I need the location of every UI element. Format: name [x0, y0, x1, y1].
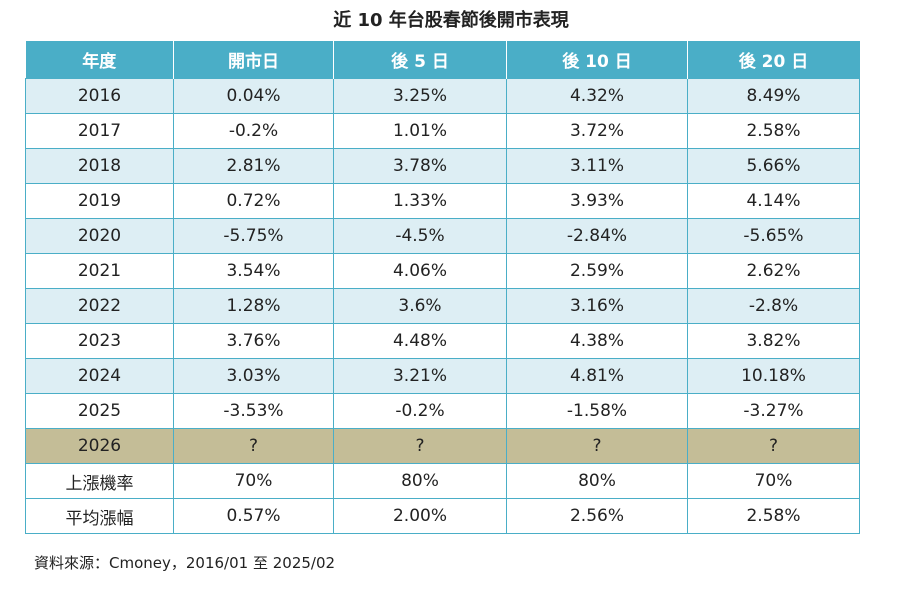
cell-year: 2017: [25, 113, 174, 149]
table-row: 2026????: [25, 428, 860, 464]
header-after-20-days: 後 20 日: [687, 41, 860, 79]
cell-after-20-days: 3.82%: [687, 323, 860, 359]
cell-after-5-days: -0.2%: [333, 393, 507, 429]
cell-after-5-days: 4.06%: [333, 253, 507, 289]
table-row: 2017 -0.2% 1.01% 3.72% 2.58%: [25, 113, 860, 149]
cell-after-5-days: 1.33%: [333, 183, 507, 219]
cell-after-10-days: 3.16%: [506, 288, 688, 324]
cell-after-20-days: 10.18%: [687, 358, 860, 394]
cell-open-day: ?: [173, 428, 334, 464]
cell-year: 2016: [25, 78, 174, 114]
cell-after-10-days: 4.32%: [506, 78, 688, 114]
table-row: 2023 3.76% 4.48% 4.38% 3.82%: [25, 323, 860, 359]
cell-after-5-days: 3.6%: [333, 288, 507, 324]
cell-after-5-days: 3.25%: [333, 78, 507, 114]
cell-after-20-days: 2.62%: [687, 253, 860, 289]
table-row: 2021 3.54% 4.06% 2.59% 2.62%: [25, 253, 860, 289]
cell-after-10-days: 3.93%: [506, 183, 688, 219]
cell-open-day: 1.28%: [173, 288, 334, 324]
header-after-5-days: 後 5 日: [333, 41, 507, 79]
table-row: 2018 2.81% 3.78% 3.11% 5.66%: [25, 148, 860, 184]
table-row: 2025 -3.53% -0.2% -1.58% -3.27%: [25, 393, 860, 429]
cell-after-20-days: 2.58%: [687, 113, 860, 149]
cell-after-5-days: 3.21%: [333, 358, 507, 394]
cell-year: 2020: [25, 218, 174, 254]
cell-after-5-days: 80%: [333, 463, 507, 499]
cell-open-day: 2.81%: [173, 148, 334, 184]
cell-after-20-days: 8.49%: [687, 78, 860, 114]
cell-year: 2024: [25, 358, 174, 394]
cell-after-5-days: -4.5%: [333, 218, 507, 254]
cell-year: 2018: [25, 148, 174, 184]
cell-after-20-days: 5.66%: [687, 148, 860, 184]
cell-open-day: 3.76%: [173, 323, 334, 359]
source-note: 資料來源：Cmoney，2016/01 至 2025/02: [34, 554, 336, 572]
cell-year: 2026: [25, 428, 174, 464]
cell-open-day: 0.72%: [173, 183, 334, 219]
cell-open-day: 3.54%: [173, 253, 334, 289]
cell-year: 2023: [25, 323, 174, 359]
cell-after-10-days: 2.56%: [506, 498, 688, 534]
cell-open-day: 0.04%: [173, 78, 334, 114]
cell-after-10-days: 4.81%: [506, 358, 688, 394]
cell-after-20-days: 2.58%: [687, 498, 860, 534]
cell-open-day: -5.75%: [173, 218, 334, 254]
table-row: 2016 0.04% 3.25% 4.32% 8.49%: [25, 78, 860, 114]
table-row: 平均漲幅 0.57% 2.00% 2.56% 2.58%: [25, 498, 860, 534]
cell-open-day: 70%: [173, 463, 334, 499]
cell-after-5-days: 4.48%: [333, 323, 507, 359]
cell-after-10-days: 80%: [506, 463, 688, 499]
table-row: 上漲機率 70% 80% 80% 70%: [25, 463, 860, 499]
cell-after-20-days: 4.14%: [687, 183, 860, 219]
cell-open-day: -3.53%: [173, 393, 334, 429]
cell-after-5-days: ?: [333, 428, 507, 464]
cell-year: 2022: [25, 288, 174, 324]
cell-year: 2021: [25, 253, 174, 289]
cell-year: 2019: [25, 183, 174, 219]
cell-after-5-days: 3.78%: [333, 148, 507, 184]
cell-year: 上漲機率: [25, 463, 174, 499]
performance-table: 年度 開市日 後 5 日 後 10 日 後 20 日 2016 0.04% 3.25…: [25, 41, 860, 534]
cell-after-10-days: -2.84%: [506, 218, 688, 254]
cell-after-5-days: 2.00%: [333, 498, 507, 534]
cell-after-20-days: 70%: [687, 463, 860, 499]
header-year: 年度: [25, 41, 174, 79]
cell-open-day: 0.57%: [173, 498, 334, 534]
header-open-day: 開市日: [173, 41, 334, 79]
cell-after-20-days: -5.65%: [687, 218, 860, 254]
cell-after-10-days: 4.38%: [506, 323, 688, 359]
header-row: 年度 開市日 後 5 日 後 10 日 後 20 日: [25, 41, 860, 79]
cell-after-20-days: -3.27%: [687, 393, 860, 429]
table-row: 2020 -5.75% -4.5% -2.84% -5.65%: [25, 218, 860, 254]
cell-after-5-days: 1.01%: [333, 113, 507, 149]
table-title: 近 10 年台股春節後開市表現: [333, 10, 569, 31]
table-row: 2019 0.72% 1.33% 3.93% 4.14%: [25, 183, 860, 219]
header-after-10-days: 後 10 日: [506, 41, 688, 79]
cell-after-10-days: 2.59%: [506, 253, 688, 289]
cell-open-day: -0.2%: [173, 113, 334, 149]
cell-after-10-days: ?: [506, 428, 688, 464]
cell-after-20-days: -2.8%: [687, 288, 860, 324]
table-row: 2024 3.03% 3.21% 4.81% 10.18%: [25, 358, 860, 394]
table-row: 2022 1.28% 3.6% 3.16% -2.8%: [25, 288, 860, 324]
cell-year: 平均漲幅: [25, 498, 174, 534]
cell-open-day: 3.03%: [173, 358, 334, 394]
cell-year: 2025: [25, 393, 174, 429]
cell-after-10-days: 3.11%: [506, 148, 688, 184]
cell-after-10-days: 3.72%: [506, 113, 688, 149]
cell-after-10-days: -1.58%: [506, 393, 688, 429]
cell-after-20-days: ?: [687, 428, 860, 464]
